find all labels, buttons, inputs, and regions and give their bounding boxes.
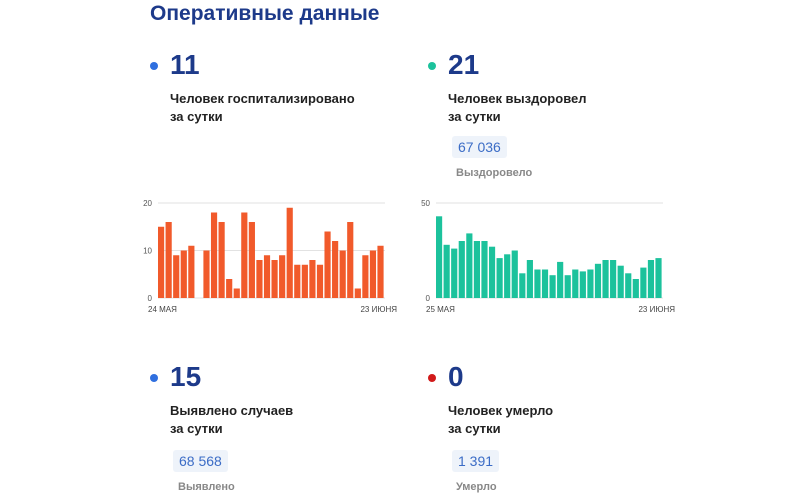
y-tick-label: 20: [143, 199, 152, 208]
bar: [309, 260, 316, 298]
bar: [451, 248, 458, 298]
bar: [173, 255, 180, 298]
bar: [541, 269, 549, 298]
bar: [188, 245, 195, 298]
bar: [233, 288, 240, 298]
cases-total-caption: Выявлено: [178, 481, 235, 493]
bar: [339, 250, 346, 298]
bar: [587, 269, 594, 298]
bar: [473, 241, 480, 298]
x-start-label: 25 МАЯ: [426, 305, 455, 314]
cases-dot: [150, 374, 158, 382]
cases-label-line1: Выявлено случаев: [170, 403, 294, 418]
bar: [549, 275, 556, 298]
deaths-label-line1: Человек умерло: [448, 403, 554, 418]
bar: [241, 212, 248, 298]
recovered-dot: [428, 62, 436, 70]
bar: [301, 264, 308, 298]
bar: [218, 222, 225, 298]
bar: [526, 260, 533, 298]
bar: [354, 288, 361, 298]
bar: [655, 258, 662, 298]
bar: [324, 231, 331, 298]
bar: [271, 260, 278, 298]
bar: [226, 279, 233, 298]
bar: [640, 267, 647, 298]
bar: [579, 271, 586, 298]
bar: [466, 233, 473, 298]
bar: [158, 226, 165, 298]
bar: [519, 273, 526, 298]
bar: [377, 245, 384, 298]
recovered-label-line2: за сутки: [448, 109, 501, 124]
y-tick-label: 0: [148, 294, 153, 303]
recovered-label-line1: Человек выздоровел: [448, 91, 587, 106]
recovered-total-caption: Выздоровело: [456, 167, 533, 179]
bar: [436, 216, 443, 298]
bar: [279, 255, 286, 298]
bar: [294, 264, 301, 298]
bar: [248, 222, 255, 298]
recovered-total: 67 036: [452, 136, 507, 158]
bar: [362, 255, 369, 298]
deaths-label-line2: за сутки: [448, 421, 501, 436]
bar: [504, 254, 511, 298]
bar: [316, 264, 324, 298]
deaths-dot: [428, 374, 436, 382]
deaths-total-caption: Умерло: [456, 481, 497, 493]
bar: [481, 241, 488, 298]
page-title: Оперативные данные: [150, 2, 380, 25]
x-end-label: 23 ИЮНЯ: [360, 305, 397, 314]
bar: [488, 246, 496, 298]
hospitalized-label-line1: Человек госпитализировано: [170, 91, 355, 106]
cases-label-line2: за сутки: [170, 421, 223, 436]
deaths-total: 1 391: [452, 450, 500, 472]
bar: [347, 222, 354, 298]
bar: [632, 279, 639, 298]
y-tick-label: 0: [426, 294, 431, 303]
recovered-value: 21: [448, 49, 480, 80]
bar: [458, 241, 465, 298]
bar: [594, 263, 602, 298]
recovered-chart: 0 50 25 МАЯ 23 ИЮНЯ: [421, 199, 675, 314]
bar: [617, 265, 624, 298]
bar: [443, 244, 450, 298]
bar: [180, 250, 187, 298]
bar: [511, 250, 518, 298]
bar: [210, 212, 218, 298]
bar: [203, 250, 210, 298]
hospitalized-label-line2: за сутки: [170, 109, 223, 124]
hospitalized-dot: [150, 62, 158, 70]
bar: [647, 260, 655, 298]
bar: [610, 260, 617, 298]
bar: [564, 275, 571, 298]
bar: [496, 258, 503, 298]
hospitalized-chart: 0 10 20 24 МАЯ 23 ИЮНЯ: [143, 199, 397, 314]
bar: [534, 269, 541, 298]
deaths-value: 0: [448, 361, 464, 392]
cases-total: 68 568: [173, 450, 228, 472]
bar: [625, 273, 632, 298]
bar: [165, 222, 172, 298]
bar: [572, 269, 579, 298]
bar: [286, 207, 293, 298]
y-tick-label: 50: [421, 199, 430, 208]
x-start-label: 24 МАЯ: [148, 305, 177, 314]
bar: [369, 250, 377, 298]
bar: [602, 260, 609, 298]
bar: [557, 261, 564, 298]
bar: [263, 255, 271, 298]
bar: [332, 241, 339, 298]
y-tick-label: 10: [143, 247, 152, 256]
cases-value: 15: [170, 361, 202, 392]
x-end-label: 23 ИЮНЯ: [638, 305, 675, 314]
hospitalized-value: 11: [170, 49, 200, 80]
bar: [256, 260, 263, 298]
